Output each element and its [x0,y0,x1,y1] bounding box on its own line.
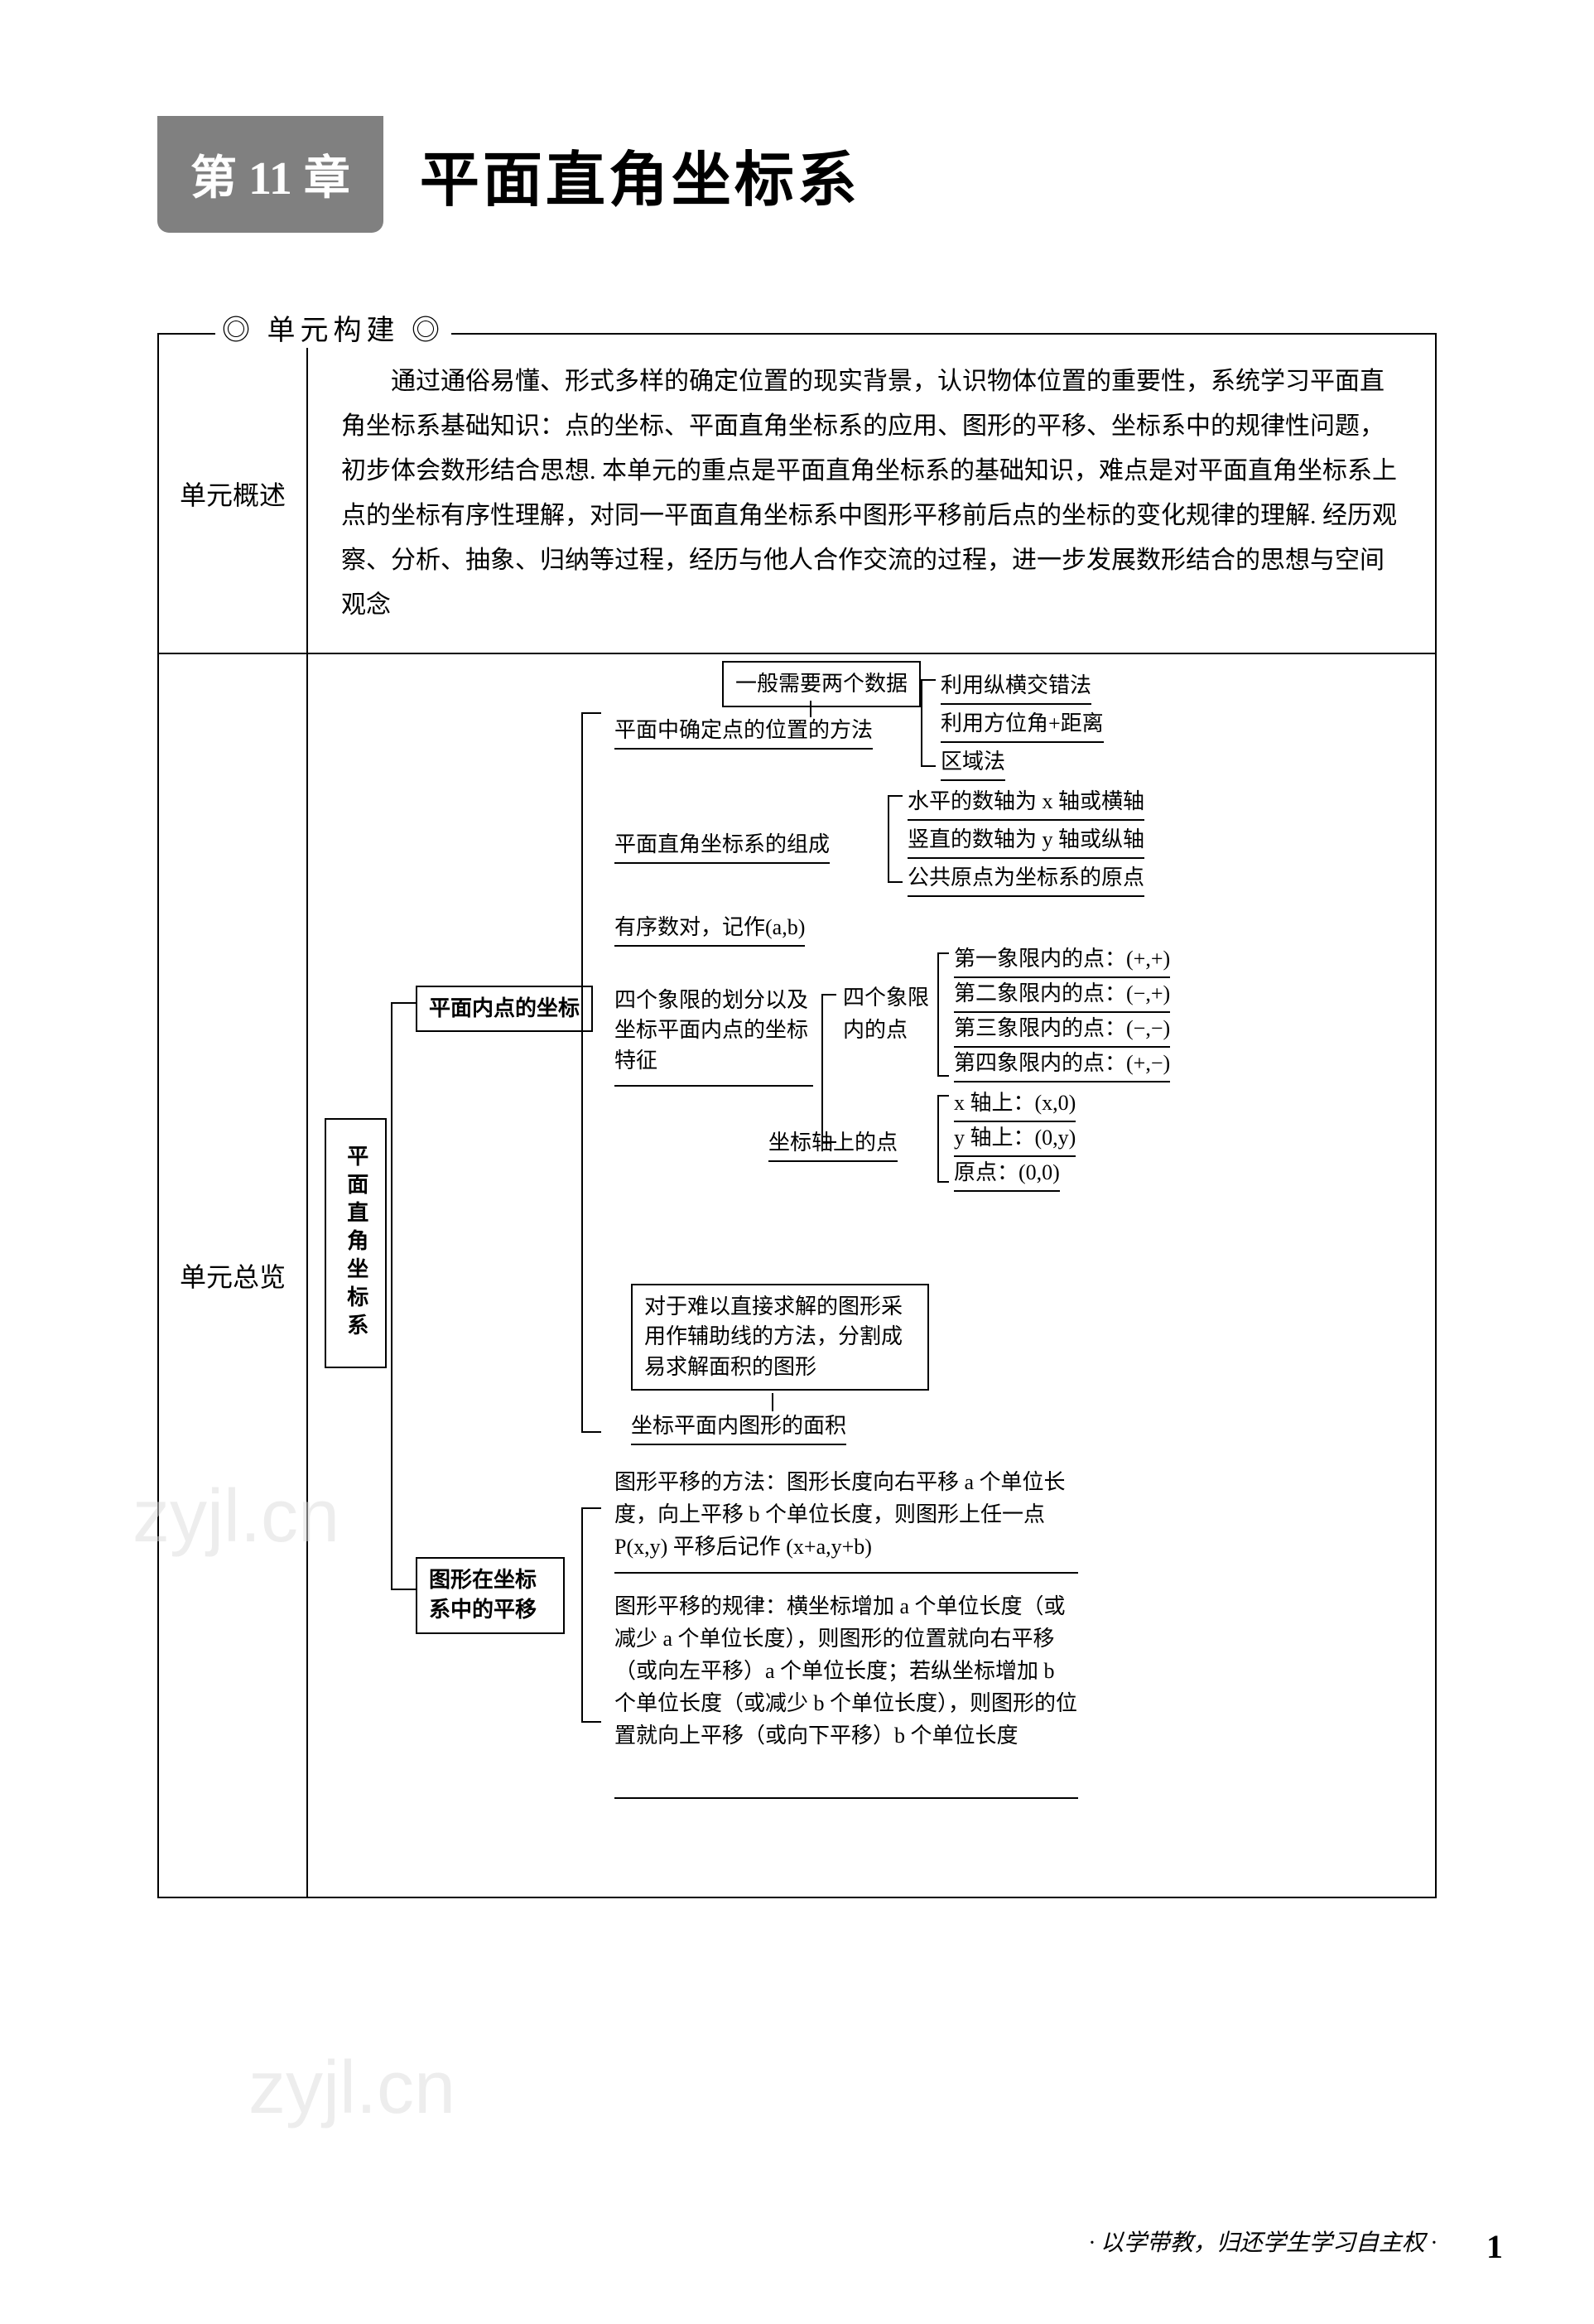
branch1-node: 平面内点的坐标 [416,986,593,1032]
item3: 有序数对，记作(a,b) [614,911,805,947]
sub1-p0: 第一象限内的点：(+,+) [954,943,1170,978]
branch2-item1: 图形平移的方法：图形长度向右平移 a 个单位长度，向上平移 b 个单位长度，则图… [614,1466,1078,1563]
item1-m0: 利用纵横交错法 [941,669,1091,705]
overview-row: 单元概述 通过通俗易懂、形式多样的确定位置的现实背景，认识物体位置的重要性，系统… [159,335,1435,654]
item1-label: 平面中确定点的位置的方法 [614,714,873,750]
branch2-bracket [581,1507,601,1723]
item4-label: 四个象限的划分以及坐标平面内点的坐标特征 [614,986,813,1076]
item2-p0: 水平的数轴为 x 轴或横轴 [908,785,1144,821]
item2-bracket [888,795,903,883]
footer-text: · 以学带教，归还学生学习自主权 · [1089,2225,1437,2258]
sub1-p1: 第二象限内的点：(−,+) [954,977,1170,1013]
item2-p2: 公共原点为坐标系的原点 [908,861,1144,897]
watermark-2: zyjl.cn [248,2046,455,2131]
page-number: 1 [1486,2227,1503,2266]
sub1-p3: 第四象限内的点：(+,−) [954,1047,1170,1082]
item1-m2: 区域法 [941,745,1005,781]
item1-topbox: 一般需要两个数据 [722,661,921,707]
b2-i2-underline [614,1797,1078,1799]
sub2-p0: x 轴上：(x,0) [954,1087,1076,1122]
chapter-header: 第 11 章 平面直角坐标系 [157,116,1437,233]
main-table: 单元概述 通过通俗易懂、形式多样的确定位置的现实背景，认识物体位置的重要性，系统… [157,333,1437,1898]
root-bracket [391,1002,416,1590]
section-label: ◎ 单元构建 ◎ [215,307,451,348]
sub2-p1: y 轴上：(0,y) [954,1121,1076,1157]
item2-label: 平面直角坐标系的组成 [614,828,830,864]
item4-underline [614,1085,813,1087]
b2-i1-underline [614,1572,1078,1574]
root-node: 平面直角坐标系 [325,1118,387,1368]
sub1-bracket [937,952,949,1077]
sub2-label: 坐标轴上的点 [768,1126,898,1162]
item4-bracket [821,994,836,1143]
connector5 [772,1393,773,1411]
chapter-title: 平面直角坐标系 [420,131,860,218]
item5-label: 坐标平面内图形的面积 [631,1410,846,1445]
item5-topbox: 对于难以直接求解的图形采用作辅助线的方法，分割成易求解面积的图形 [631,1284,929,1391]
sub1-p2: 第三象限内的点：(−,−) [954,1012,1170,1048]
branch1-bracket [581,712,601,1433]
branch2-node: 图形在坐标系中的平移 [416,1557,565,1634]
overview-label: 单元概述 [159,335,308,653]
sub1-label: 四个象限内的点 [843,981,934,1046]
diagram-area: 平面直角坐标系 平面内点的坐标 一般需要两个数据 平面中确定点的位置的方法 利用… [308,654,1435,1897]
overview-body: 通过通俗易懂、形式多样的确定位置的现实背景，认识物体位置的重要性，系统学习平面直… [308,335,1435,653]
sub2-p2: 原点：(0,0) [954,1156,1060,1192]
branch2-item2: 图形平移的规律：横坐标增加 a 个单位长度（或减少 a 个单位长度），则图形的位… [614,1590,1078,1752]
sub2-bracket [937,1095,949,1183]
item1-bracket [921,679,936,767]
summary-row: 单元总览 平面直角坐标系 平面内点的坐标 一般需要两个数据 平面中确定点的位置的… [159,654,1435,1897]
item2-p1: 竖直的数轴为 y 轴或纵轴 [908,823,1144,859]
overview-text: 通过通俗易懂、形式多样的确定位置的现实背景，认识物体位置的重要性，系统学习平面直… [341,359,1402,628]
chapter-badge: 第 11 章 [157,116,383,233]
summary-label: 单元总览 [159,654,308,1897]
item1-m1: 利用方位角+距离 [941,707,1104,743]
